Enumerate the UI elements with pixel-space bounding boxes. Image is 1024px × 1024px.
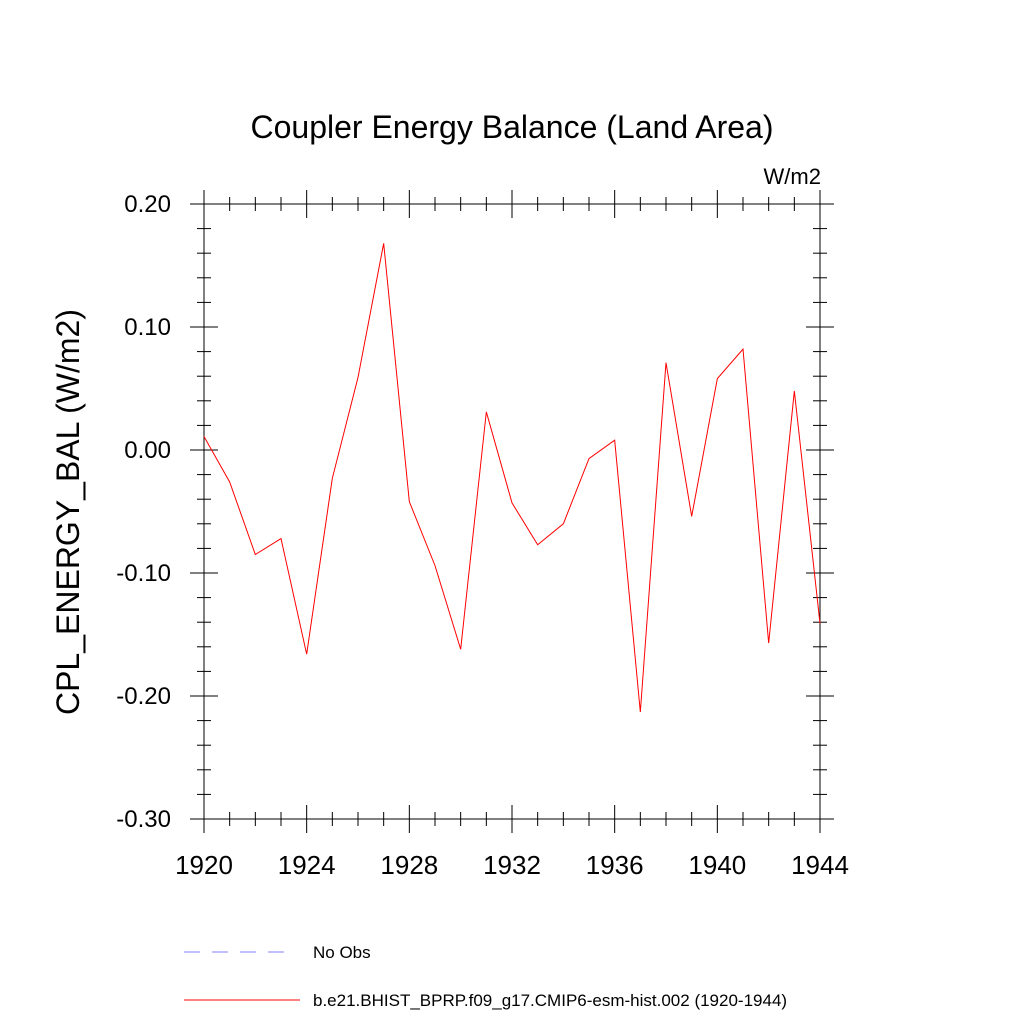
y-axis-label: CPL_ENERGY_BAL (W/m2) xyxy=(50,309,86,715)
x-tick-label: 1920 xyxy=(175,850,233,880)
x-tick-label: 1924 xyxy=(278,850,336,880)
plot-frame xyxy=(203,203,821,820)
y-tick-label: -0.30 xyxy=(116,806,171,833)
y-tick-label: 0.00 xyxy=(124,437,171,464)
y-tick-label: -0.20 xyxy=(116,683,171,710)
chart-title: Coupler Energy Balance (Land Area) xyxy=(251,109,774,145)
y-tick-label: -0.10 xyxy=(116,560,171,587)
y-tick-label: 0.20 xyxy=(124,191,171,218)
x-tick-label: 1932 xyxy=(483,850,541,880)
x-tick-label: 1936 xyxy=(586,850,644,880)
x-tick-label: 1928 xyxy=(380,850,438,880)
legend-label: No Obs xyxy=(313,943,371,962)
x-tick-label: 1940 xyxy=(688,850,746,880)
y-tick-label: 0.10 xyxy=(124,314,171,341)
legend-label: b.e21.BHIST_BPRP.f09_g17.CMIP6-esm-hist.… xyxy=(313,991,787,1010)
legend: No Obs b.e21.BHIST_BPRP.f09_g17.CMIP6-esm… xyxy=(184,943,787,1010)
series-line xyxy=(203,243,821,713)
x-tick-label: 1944 xyxy=(791,850,849,880)
units-label: W/m2 xyxy=(764,164,821,189)
